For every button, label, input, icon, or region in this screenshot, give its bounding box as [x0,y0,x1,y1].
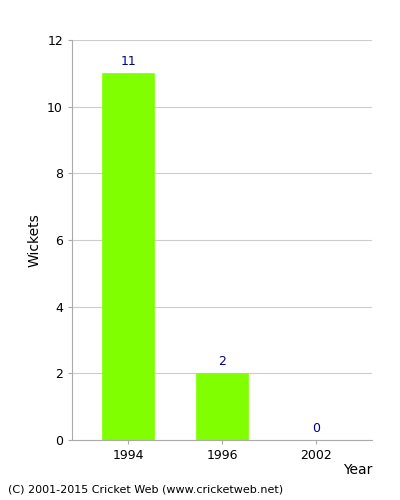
Text: 0: 0 [312,422,320,435]
Text: (C) 2001-2015 Cricket Web (www.cricketweb.net): (C) 2001-2015 Cricket Web (www.cricketwe… [8,485,283,495]
Text: 2: 2 [218,356,226,368]
Y-axis label: Wickets: Wickets [28,213,42,267]
Text: 11: 11 [120,56,136,68]
Bar [196,374,248,440]
Bar [102,74,154,440]
Text: Year: Year [343,462,372,476]
